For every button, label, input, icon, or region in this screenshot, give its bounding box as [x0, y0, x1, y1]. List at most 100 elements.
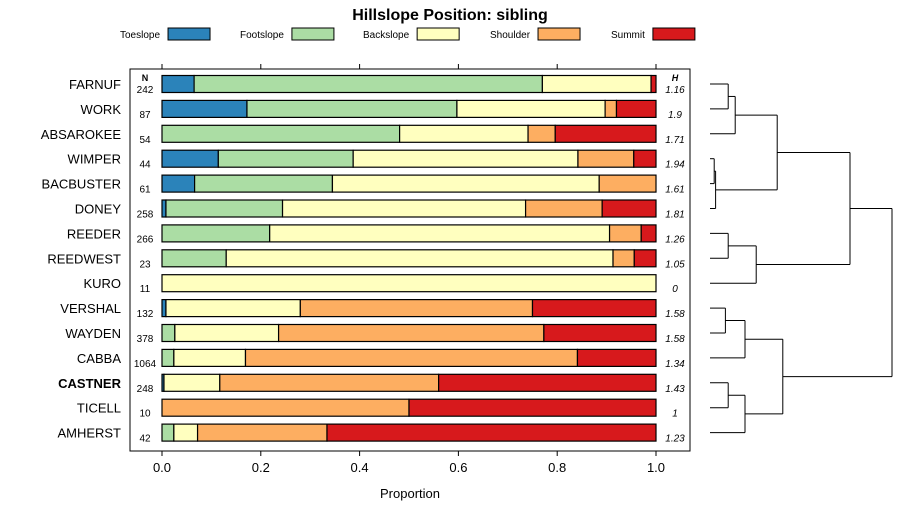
row-label: ABSAROKEE [41, 127, 122, 142]
bar-segment [577, 149, 635, 168]
row-n-count: 258 [137, 210, 154, 221]
bar-segment [277, 323, 545, 343]
row-label: REEDER [67, 226, 121, 241]
bar-segment [524, 199, 603, 218]
bar-segment [612, 249, 635, 268]
bar-segment [246, 99, 458, 119]
bar-segment [269, 224, 611, 243]
bar-segment [640, 224, 657, 243]
row-n-count: 248 [137, 384, 154, 395]
bar-row: WORK 87 1.9 [81, 99, 682, 121]
legend-swatch [291, 27, 335, 41]
row-h-value: 1.05 [665, 259, 685, 270]
x-tick-label: 0.6 [449, 460, 467, 475]
bar-row: AMHERST 42 1.23 [57, 423, 685, 445]
legend-label: Backslope [363, 30, 410, 41]
row-n-count: 42 [139, 434, 151, 445]
bar-segment [161, 99, 248, 119]
row-h-value: 1.43 [665, 384, 685, 395]
row-label: WORK [81, 102, 122, 117]
row-n-count: 11 [140, 284, 151, 295]
bar-segment [604, 99, 618, 119]
row-label: CASTNER [58, 376, 121, 391]
bar-segment [456, 99, 606, 119]
legend-item: Shoulder [490, 27, 581, 41]
bar-segment [173, 423, 199, 442]
row-n-count: 44 [139, 160, 151, 171]
bar-segment [174, 323, 280, 343]
bar-segment [161, 74, 195, 94]
bar-segment [173, 348, 247, 367]
bar-segment [281, 199, 527, 218]
bar-segment [161, 423, 175, 442]
row-n-count: 266 [137, 234, 154, 245]
n-header: N [142, 73, 149, 83]
row-n-count: 87 [139, 110, 151, 121]
legend-label: Footslope [240, 30, 284, 41]
row-n-count: 54 [139, 135, 151, 146]
legend-swatch [652, 27, 696, 41]
x-axis-label: Proportion [380, 486, 440, 501]
row-label: DONEY [75, 202, 122, 217]
row-label: KURO [83, 276, 121, 291]
bar-segment [331, 174, 600, 193]
bar-segment [543, 323, 657, 343]
legend-label: Summit [611, 30, 645, 41]
row-h-value: 1.71 [665, 135, 684, 146]
bar-segment [438, 373, 657, 392]
row-h-value: 1.61 [665, 185, 684, 196]
bar-segment [165, 299, 301, 318]
bar-segment [541, 74, 652, 94]
bar-segment [527, 124, 556, 143]
row-h-value: 1.26 [665, 234, 685, 245]
bar-segment [299, 299, 534, 318]
bar-segment [163, 373, 221, 392]
row-h-value: 1 [672, 409, 678, 420]
bar-segment [161, 274, 657, 293]
x-axis: 0.0 0.2 0.4 0.6 0.8 1.0 [153, 64, 665, 475]
bar-row: REEDWEST 23 1.05 [47, 249, 685, 270]
row-h-value: 1.58 [665, 309, 685, 320]
bar-segment [598, 174, 657, 193]
legend-item: Toeslope [120, 27, 211, 41]
legend-label: Toeslope [120, 30, 160, 41]
legend-item: Footslope [240, 27, 335, 41]
bar-segment [194, 174, 334, 193]
x-tick-label: 0.0 [153, 460, 171, 475]
bar-segment [161, 249, 227, 268]
bar-segment [244, 348, 579, 367]
bar-row: CASTNER 248 1.43 [58, 373, 685, 395]
bar-segment [399, 124, 529, 143]
plot-frame [129, 68, 691, 452]
bar-segment [161, 398, 410, 417]
bar-segment [601, 199, 657, 218]
row-n-count: 61 [139, 185, 151, 196]
dendrogram [710, 83, 893, 434]
legend-item: Backslope [363, 27, 460, 41]
bar-segment [615, 99, 657, 119]
row-h-value: 1.58 [665, 334, 685, 345]
bar-segment [161, 348, 175, 367]
bar-segment [633, 149, 657, 168]
x-tick-label: 0.4 [351, 460, 369, 475]
row-h-value: 1.34 [665, 359, 685, 370]
bar-row: ABSAROKEE 54 1.71 [41, 124, 685, 146]
bar-segment [576, 348, 657, 367]
row-h-value: 1.94 [665, 160, 685, 171]
row-h-value: 1.9 [668, 110, 682, 121]
row-n-count: 10 [139, 409, 151, 420]
row-h-value: 1.16 [665, 85, 685, 96]
bar-segment [531, 299, 657, 318]
h-header: H [672, 73, 679, 83]
row-label: VERSHAL [60, 301, 121, 316]
bar-segment [650, 74, 657, 94]
bar-segment [161, 323, 176, 343]
row-label: AMHERST [57, 426, 121, 441]
legend-swatch [167, 27, 211, 41]
bar-segment [408, 398, 657, 417]
bar-row: VERSHAL 132 1.58 [60, 299, 685, 320]
row-label: WIMPER [68, 152, 121, 167]
chart-title: Hillslope Position: sibling [352, 7, 548, 24]
bar-segment [161, 174, 196, 193]
x-tick-label: 1.0 [647, 460, 665, 475]
